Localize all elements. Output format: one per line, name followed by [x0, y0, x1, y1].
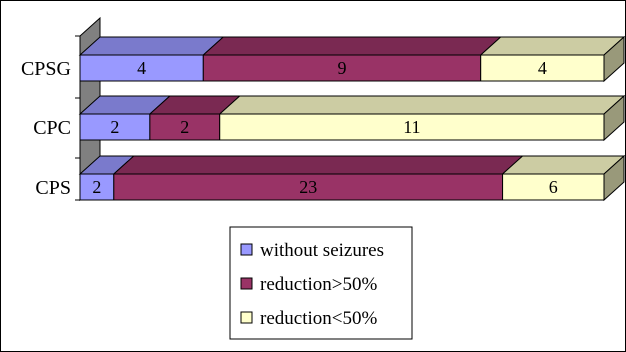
value-label-cps-reduction-50: 23: [299, 177, 317, 197]
bar-cpsg-without-seizures: [79, 54, 204, 82]
bar-cpsg-reduction-50: [202, 54, 482, 82]
category-label-cpsg: CPSG: [21, 58, 71, 80]
bar-cpc-reduction-50: [219, 113, 605, 141]
bar-cpc-without-seizures: [79, 113, 151, 141]
bar-cps-reduction-50-top: [501, 155, 626, 175]
value-label-cpsg-reduction-50: 4: [538, 58, 547, 78]
value-label-cpsg-without-seizures: 4: [137, 58, 146, 78]
bar-cpsg-without-seizures-top: [78, 36, 225, 56]
value-label-cpsg-reduction-50: 9: [338, 58, 347, 78]
value-label-cps-without-seizures: 2: [92, 177, 101, 197]
bar-cpc-reduction-50: [149, 113, 221, 141]
bar-cpc-reduction-50-side: [603, 94, 625, 142]
legend-box: [229, 226, 413, 340]
bar-cpsg-reduction-50-side: [603, 35, 625, 83]
value-label-cpc-reduction-50: 2: [180, 117, 189, 137]
bar-cpsg-reduction-50-top: [201, 36, 503, 56]
bar-cpsg-reduction-50-top: [479, 36, 626, 56]
legend-swatch-without-seizures: [240, 243, 253, 256]
bar-cps-reduction-50-top: [112, 155, 524, 175]
category-label-cpc: CPC: [33, 117, 71, 139]
legend-label-reduction-50: reduction>50%: [260, 274, 377, 295]
bar-cpc-reduction-50-top: [218, 95, 626, 115]
bar-cps-reduction-50-side: [603, 154, 625, 202]
value-label-cps-reduction-50: 6: [549, 177, 558, 197]
bar-cps-reduction-50: [113, 173, 504, 201]
legend-label-without-seizures: without seizures: [260, 240, 384, 261]
bar-cps-reduction-50: [502, 173, 605, 201]
legend-swatch-reduction-50: [240, 277, 253, 290]
legend-swatch-reduction-50: [240, 311, 253, 324]
value-label-cpc-reduction-50: 11: [403, 117, 420, 137]
legend-label-reduction-50: reduction<50%: [260, 308, 377, 329]
category-label-cps: CPS: [35, 177, 71, 199]
bar-cpsg-reduction-50: [480, 54, 605, 82]
value-label-cpc-without-seizures: 2: [110, 117, 119, 137]
bar-cps-without-seizures: [79, 173, 115, 201]
